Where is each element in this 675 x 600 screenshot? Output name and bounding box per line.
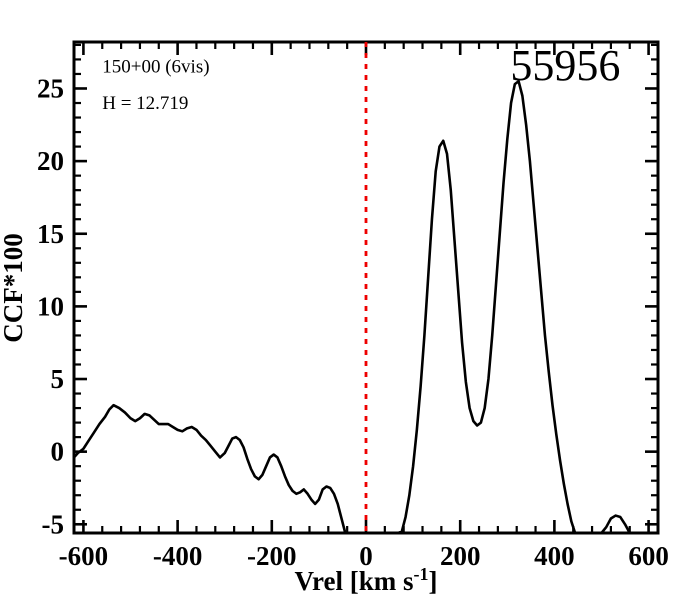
x-tick-label: 200 xyxy=(440,541,481,571)
y-tick-label: -5 xyxy=(42,509,65,539)
y-axis-title: CCF*100 xyxy=(0,233,28,343)
x-axis-title-exponent: -1 xyxy=(413,564,428,584)
x-tick-label: -400 xyxy=(153,541,203,571)
target-id: 150+00 (6vis) xyxy=(102,57,209,78)
data-series-0 xyxy=(74,79,658,533)
x-tick-labels: -600 -400 -200 0 200 400 600 xyxy=(59,541,669,571)
x-axis-title-main: Vrel [km s xyxy=(295,566,414,596)
x-axis-title: Vrel [km s-1] xyxy=(295,564,438,596)
y-tick-label: 5 xyxy=(51,364,65,394)
x-tick-label: -200 xyxy=(247,541,297,571)
x-tick-label: 600 xyxy=(628,541,669,571)
x-tick-label: 0 xyxy=(359,541,373,571)
x-axis-title-tail: ] xyxy=(428,566,437,596)
y-tick-label: 15 xyxy=(37,219,64,249)
x-tick-label: 400 xyxy=(534,541,575,571)
x-tick-label: -600 xyxy=(59,541,109,571)
y-tick-label: 20 xyxy=(37,146,64,176)
data-series-group xyxy=(74,79,658,533)
chart-annotations: 150+00 (6vis) H = 12.719 55956 xyxy=(102,41,620,114)
y-tick-label: 10 xyxy=(37,291,64,321)
y-tick-label: 25 xyxy=(37,73,64,103)
y-tick-label: 0 xyxy=(51,437,65,467)
axis-ticks xyxy=(74,42,658,533)
h-magnitude: H = 12.719 xyxy=(102,93,188,114)
y-tick-labels: -5 0 5 10 15 20 25 xyxy=(37,73,64,539)
mjd-label: 55956 xyxy=(510,41,620,90)
